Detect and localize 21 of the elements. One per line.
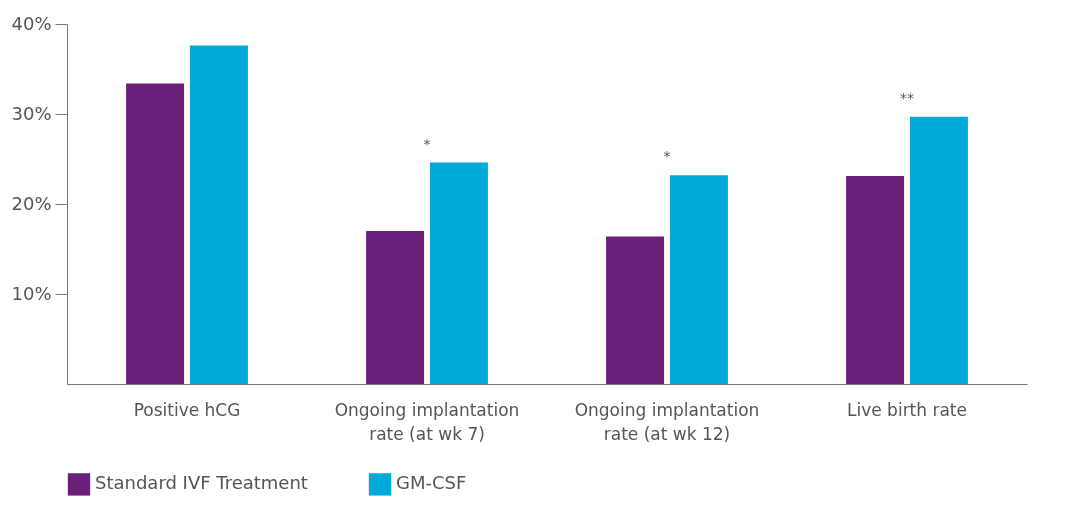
- legend-label: GM-CSF: [396, 472, 467, 494]
- annotation: *: [663, 148, 671, 165]
- legend-label: Standard IVF Treatment: [95, 472, 308, 494]
- x-tick-label: Positive hCG: [133, 399, 241, 420]
- y-tick-label: 30%: [11, 102, 52, 124]
- bar: [669, 175, 728, 384]
- x-tick-label: Ongoing implantation rate (at wk 12): [574, 399, 760, 444]
- bar: [126, 83, 185, 384]
- bar: [606, 236, 665, 384]
- bar: [909, 116, 968, 384]
- annotation: *: [423, 135, 431, 152]
- y-tick-label: 10%: [11, 282, 52, 304]
- bar: [189, 45, 248, 384]
- annotation: **: [900, 89, 914, 106]
- x-tick-label: Live birth rate: [847, 399, 967, 420]
- bar: [429, 162, 488, 384]
- x-tick-label: Ongoing implantation rate (at wk 7): [334, 399, 520, 444]
- y-tick-label: 20%: [11, 192, 52, 214]
- bar: [366, 231, 425, 384]
- y-tick-label: 40%: [11, 12, 52, 34]
- bar: [846, 176, 905, 384]
